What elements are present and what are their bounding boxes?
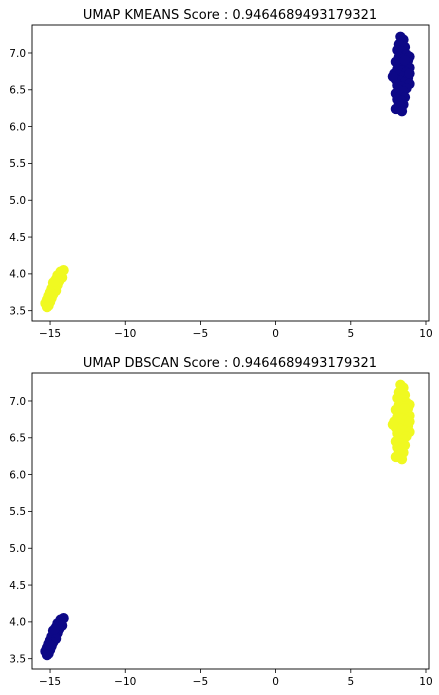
y-tick-label: 4.5 (9, 580, 26, 592)
x-tick-label: 0 (272, 328, 279, 340)
chart-panel-dbscan: UMAP DBSCAN Score : 0.9464689493179321 −… (9, 356, 432, 688)
chart-title: UMAP DBSCAN Score : 0.9464689493179321 (83, 356, 377, 371)
scatter-points (40, 379, 415, 661)
plot-frame (31, 24, 430, 322)
x-tick-label: 10 (419, 328, 432, 340)
x-tick-label: −15 (39, 328, 61, 340)
scatter-point (41, 649, 53, 661)
x-tick-label: −15 (39, 676, 61, 688)
y-tick-label: 5.5 (9, 506, 26, 518)
scatter-point (387, 419, 399, 430)
scatter-point (387, 71, 399, 82)
y-tick-label: 4.5 (9, 232, 26, 244)
y-tick-label: 7.0 (9, 48, 26, 60)
x-tick-label: −10 (114, 328, 136, 340)
scatter-point (49, 624, 60, 635)
scatter-point (404, 68, 415, 79)
chart-title: UMAP KMEANS Score : 0.9464689493179321 (83, 8, 377, 23)
y-tick-label: 6.0 (9, 469, 26, 481)
scatter-point (396, 105, 408, 117)
y-tick-label: 6.5 (9, 433, 26, 445)
scatter-point (399, 55, 411, 66)
x-tick-label: 5 (347, 328, 354, 340)
y-tick-label: 5.0 (9, 195, 26, 207)
plot-frame (31, 372, 430, 670)
y-tick-label: 5.0 (9, 543, 26, 555)
scatter-point (44, 292, 56, 303)
y-tick-label: 3.5 (9, 653, 26, 665)
scatter-point (399, 403, 411, 414)
scatter-point (41, 301, 53, 313)
y-tick-label: 6.5 (9, 85, 26, 97)
scatter-point (404, 416, 415, 427)
x-tick-label: 10 (419, 676, 432, 688)
x-tick-label: −5 (193, 676, 208, 688)
x-tick-label: 5 (347, 676, 354, 688)
y-tick-label: 7.0 (9, 396, 26, 408)
y-tick-label: 3.5 (9, 305, 26, 317)
y-tick-label: 4.0 (9, 269, 26, 281)
scatter-point (44, 640, 56, 651)
y-tick-label: 6.0 (9, 121, 26, 133)
x-tick-label: 0 (272, 676, 279, 688)
chart-panel-kmeans: UMAP KMEANS Score : 0.9464689493179321 −… (9, 8, 432, 340)
scatter-point (396, 453, 408, 465)
y-tick-label: 5.5 (9, 158, 26, 170)
x-tick-label: −5 (193, 328, 208, 340)
y-tick-label: 4.0 (9, 617, 26, 629)
scatter-point (49, 276, 60, 287)
scatter-points (40, 31, 415, 313)
x-tick-label: −10 (114, 676, 136, 688)
